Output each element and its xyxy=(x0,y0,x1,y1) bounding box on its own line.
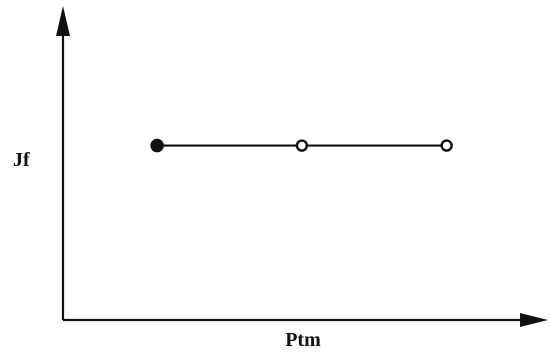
y-axis-arrow-icon xyxy=(56,6,70,36)
axes xyxy=(56,6,548,327)
plot-area xyxy=(150,138,453,153)
open-data-point xyxy=(295,139,309,152)
x-axis-label: Ptm xyxy=(285,329,321,351)
x-axis-arrow-icon xyxy=(520,313,548,327)
y-axis-label: Jf xyxy=(13,149,30,171)
filled-data-point xyxy=(150,138,164,153)
open-data-point xyxy=(440,139,453,152)
